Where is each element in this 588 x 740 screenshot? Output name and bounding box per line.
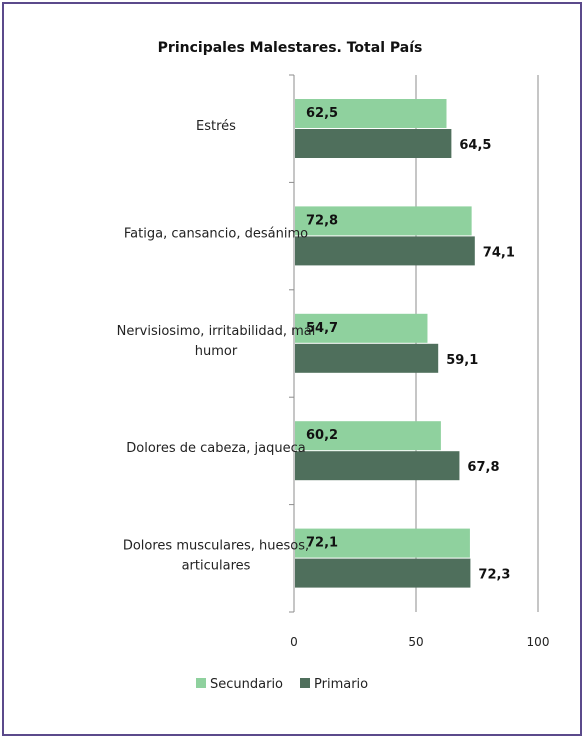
data-label: 72,8 <box>306 213 338 228</box>
tick-labels: 0 50 100 <box>290 635 549 649</box>
data-label: 59,1 <box>446 353 478 368</box>
bar-primario <box>295 451 460 481</box>
category-label: Fatiga, cansancio, desánimo <box>124 226 308 241</box>
chart-title: Principales Malestares. Total País <box>158 40 423 56</box>
data-label: 74,1 <box>483 245 515 260</box>
x-tick-label: 0 <box>290 635 298 649</box>
legend-label: Secundario <box>210 677 283 692</box>
bar-secundario <box>295 421 441 451</box>
bar-secundario <box>295 99 447 128</box>
bar-primario <box>295 343 439 373</box>
bar-secundario <box>295 528 470 558</box>
gridlines <box>415 75 539 612</box>
bar-primario <box>295 236 475 266</box>
data-label: 72,1 <box>306 536 338 551</box>
bar-primario <box>295 129 452 158</box>
bar-secundario <box>295 313 428 343</box>
category-labels: Estrés Fatiga, cansancio, desánimo Nervisi… <box>117 119 316 574</box>
data-label: 62,5 <box>306 106 338 121</box>
data-label: 67,8 <box>467 460 499 475</box>
data-labels: 62,5 64,5 72,8 74,1 54,7 59,1 60,2 67,8 72,1 72,3 <box>306 106 515 583</box>
data-label: 60,2 <box>306 428 338 443</box>
axes <box>289 74 295 613</box>
data-label: 64,5 <box>459 138 491 153</box>
legend-swatch <box>300 678 310 688</box>
data-label: 54,7 <box>306 321 338 336</box>
data-label: 72,3 <box>478 568 510 583</box>
legend-swatch <box>196 678 206 688</box>
legend-label: Primario <box>314 677 368 692</box>
category-label: Estrés <box>196 119 236 134</box>
x-tick-label: 100 <box>527 635 550 649</box>
bar-secundario <box>295 206 472 236</box>
bars <box>295 99 475 588</box>
bar-primario <box>295 558 471 588</box>
category-label: Dolores de cabeza, jaqueca <box>126 441 305 456</box>
chart-frame <box>2 2 582 736</box>
x-tick-label: 50 <box>408 635 423 649</box>
category-label: Dolores musculares, huesos, articulares <box>123 539 309 574</box>
legend: Secundario Primario <box>196 677 368 692</box>
category-label: Nervisiosimo, irritabilidad, mal humor <box>117 324 316 359</box>
